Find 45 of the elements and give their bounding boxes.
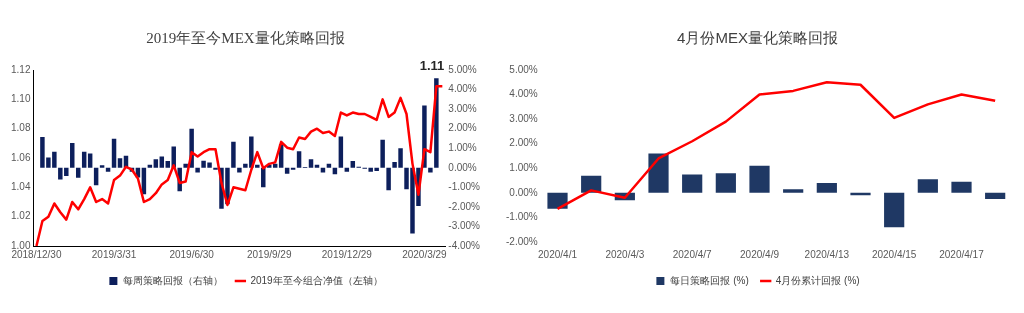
x-tick-label: 2018/12/30 <box>11 248 62 260</box>
chart-title: 4月份MEX量化策略回报 <box>677 29 838 47</box>
legend-label: 每周策略回报（右轴） <box>123 274 224 286</box>
y-tick-label: -2.00% <box>506 235 538 247</box>
y-tick-label: 1.00 <box>10 239 31 251</box>
y-tick-label: 1.12 <box>10 63 31 75</box>
x-tick-label: 2020/4/15 <box>871 248 917 260</box>
y2-tick-label: -1.00% <box>448 181 481 193</box>
y2-tick-label: 0.00% <box>448 161 477 173</box>
y-tick-label: 3.00% <box>509 112 538 124</box>
y2-tick-label: 3.00% <box>448 102 477 114</box>
y2-tick-label: 5.00% <box>448 63 477 75</box>
y-tick-label: 4.00% <box>509 88 538 100</box>
legend-label: 4月份累计回报 (%) <box>775 274 860 286</box>
legend-label: 每日策略回报 (%) <box>670 274 749 286</box>
legend-label: 2019年至今组合净值（左轴） <box>250 274 383 286</box>
y2-tick-label: 2.00% <box>448 122 477 134</box>
y2-tick-label: 1.00% <box>448 141 477 153</box>
y2-tick-label: 4.00% <box>448 83 477 95</box>
x-tick-label: 2020/4/3 <box>605 248 645 260</box>
x-tick-label: 2020/4/9 <box>740 248 780 260</box>
x-tick-label: 2020/4/7 <box>672 248 713 260</box>
y-tick-label: 1.08 <box>10 122 31 134</box>
x-tick-label: 2020/4/13 <box>804 248 850 260</box>
y2-tick-label: -4.00% <box>448 239 481 251</box>
x-tick-label: 2019/9/29 <box>246 248 292 260</box>
y2-tick-label: -2.00% <box>448 200 481 212</box>
x-tick-label: 2019/3/31 <box>91 248 137 260</box>
x-tick-label: 2020/4/17 <box>939 248 985 260</box>
y-tick-label: 1.10 <box>10 93 31 105</box>
y-tick-label: 1.06 <box>10 151 31 163</box>
y-tick-label: 2.00% <box>509 137 538 149</box>
y2-tick-label: -3.00% <box>448 220 481 232</box>
y-tick-label: 1.04 <box>10 181 31 193</box>
x-tick-label: 2019/12/29 <box>321 248 373 260</box>
x-tick-label: 2020/3/29 <box>402 248 448 260</box>
y-tick-label: 1.02 <box>10 210 31 222</box>
y-tick-label: -1.00% <box>506 211 538 223</box>
x-tick-label: 2020/4/1 <box>538 248 578 260</box>
annotation: 1.11 <box>419 57 445 73</box>
y-tick-label: 1.00% <box>509 162 538 174</box>
x-tick-label: 2019/6/30 <box>169 248 215 260</box>
y-tick-label: 0.00% <box>509 186 538 198</box>
y-tick-label: 5.00% <box>509 63 538 75</box>
chart-title: 2019年至今MEX量化策略回报 <box>146 29 345 46</box>
